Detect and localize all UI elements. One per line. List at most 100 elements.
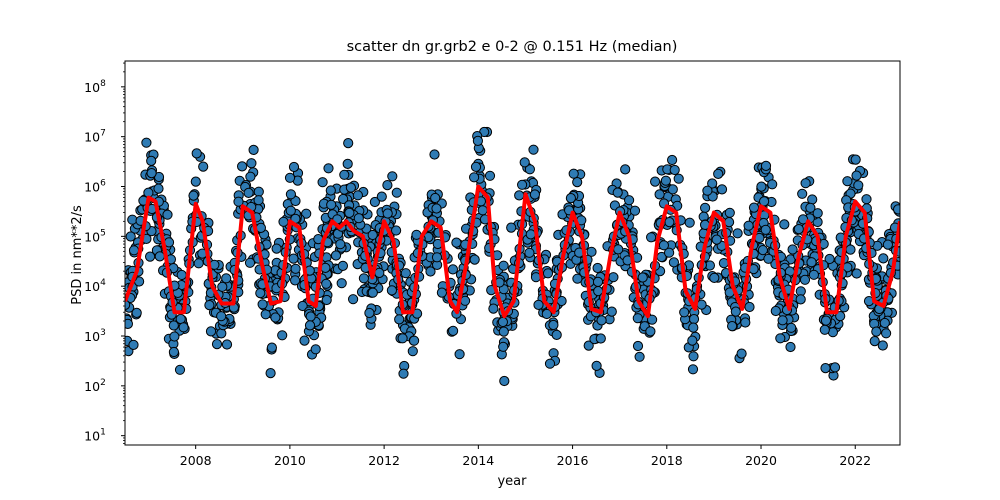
scatter-point [797,188,808,199]
scatter-point [800,178,811,189]
scatter-point [785,341,796,353]
y-tick-exponent: 5 [100,228,106,238]
scatter-point [271,243,282,254]
scatter-point [879,317,890,329]
scatter-point [842,176,853,187]
scatter-point [205,326,217,337]
scatter-point [425,266,436,277]
scatter-point [343,138,354,149]
y-tick-base: 10 [84,429,100,444]
scatter-point [193,258,204,269]
scatter-point [756,181,767,192]
scatter-point [519,157,530,168]
scatter-point [391,187,402,198]
scatter-point [470,161,482,172]
scatter-point [304,320,316,331]
scatter-point [394,314,405,325]
scatter-point [850,154,861,165]
scatter-point [358,273,369,284]
scatter-point [216,311,227,322]
scatter-point [257,299,268,310]
scatter-point [654,189,665,200]
scatter-point [125,231,136,242]
scatter-point [253,195,264,206]
scatter-point [321,294,332,306]
x-tick-label: 2016 [557,453,589,468]
scatter-point [127,214,138,225]
scatter-point [506,222,517,233]
scatter-point [824,253,835,265]
scatter-point [732,228,743,239]
scatter-point [125,318,133,329]
scatter-point [382,180,393,191]
scatter-point [348,294,359,305]
scatter-point [664,247,675,258]
scatter-point [321,278,332,289]
scatter-point [736,348,747,359]
axes-frame [124,60,901,446]
scatter-point [387,171,398,182]
scatter-point [190,176,201,187]
scatter-point [795,294,806,305]
scatter-point [382,208,393,219]
y-tick-label: 107 [84,129,106,145]
scatter-point [297,300,308,312]
scatter-point [612,187,623,198]
scatter-point [288,161,300,173]
scatter-point [409,335,420,346]
scatter-point [861,194,872,205]
scatter-point [154,251,165,262]
scatter-point [469,172,480,183]
scatter-point [436,287,447,298]
scatter-point [299,335,310,346]
scatter-point [353,213,364,224]
scatter-point [277,330,288,341]
scatter-point [145,251,156,262]
scatter-point [335,239,346,250]
scatter-point [128,339,139,350]
scatter-point [637,272,648,283]
scatter-point [572,273,583,284]
scatter-point [246,158,257,169]
scatter-point [528,144,539,155]
scatter-point [740,317,751,328]
scatter-point [288,253,299,264]
scatter-point [757,245,769,256]
scatter-point [367,287,378,298]
scatter-point [278,216,289,227]
scatter-point [572,177,583,188]
scatter-point [592,262,603,274]
scatter-point [586,246,597,257]
scatter-point [310,344,321,355]
scatter-point [233,196,244,207]
x-tick-label: 2020 [745,453,777,468]
y-tick-label: 106 [84,179,106,195]
scatter-point [317,177,328,188]
scatter-point [650,176,661,187]
scatter-point [595,333,606,344]
scatter-point [541,308,552,320]
scatter-point [608,272,619,283]
scatter-point [835,311,846,322]
scatter-point [323,163,334,174]
scatter-point [808,269,820,280]
scatter-point [211,339,223,350]
scatter-point [391,225,402,236]
scatter-point [253,186,264,197]
scatter-point [669,164,680,176]
scatter-point [673,173,684,184]
scatter-point [632,340,644,352]
scatter-point [583,340,594,351]
scatter-point [498,341,509,352]
scatter-point [845,244,856,255]
scatter-point [451,237,462,248]
scatter-point [498,260,509,271]
scatter-point [529,189,541,200]
scatter-point [524,247,535,258]
scatter-point [524,164,536,175]
y-tick-label: 108 [84,79,106,95]
scatter-point [679,307,690,318]
scatter-point [660,175,672,186]
scatter-point [700,202,711,213]
